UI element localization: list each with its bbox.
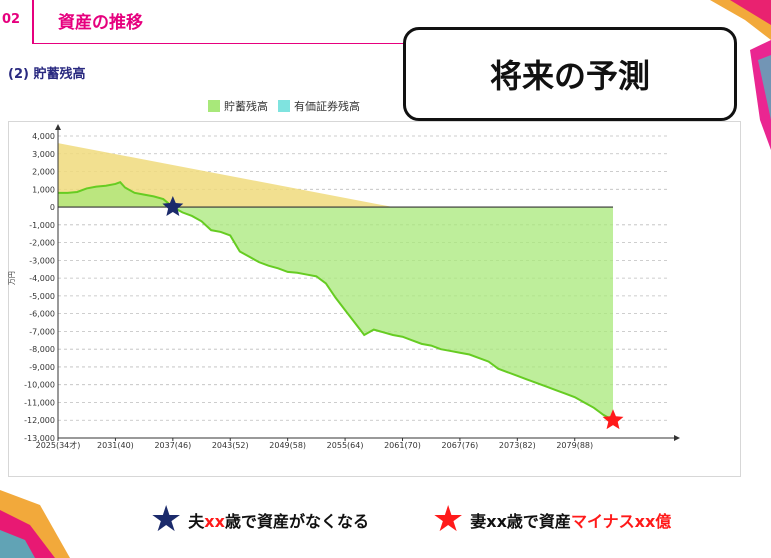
legend-item-savings: 貯蓄残高 xyxy=(208,98,268,114)
x-axis-arrow xyxy=(674,435,680,441)
decoration-top-right xyxy=(710,0,771,150)
y-tick-label: -10,000 xyxy=(24,381,55,390)
husband-age-placeholder: xx xyxy=(204,512,225,531)
securities-area xyxy=(58,143,393,208)
y-tick-label: -13,000 xyxy=(24,434,55,443)
red-star-icon: ★ xyxy=(432,499,465,540)
wife-star-marker xyxy=(602,409,624,430)
y-tick-label: -2,000 xyxy=(29,239,55,248)
y-tick-label: -11,000 xyxy=(24,398,55,407)
x-tick-label: 2043(52) xyxy=(212,441,249,450)
husband-prefix: 夫 xyxy=(188,512,205,531)
y-tick-label: -5,000 xyxy=(29,292,55,301)
wife-accent: マイナスxx億 xyxy=(570,512,672,531)
y-tick-label: -8,000 xyxy=(29,345,55,354)
y-axis-label: 万円 xyxy=(8,271,16,285)
y-tick-label: 2,000 xyxy=(32,168,55,177)
y-tick-label: -12,000 xyxy=(24,416,55,425)
x-tick-label: 2073(82) xyxy=(499,441,536,450)
x-tick-label: 2067(76) xyxy=(442,441,479,450)
legend-label-securities: 有価証券残高 xyxy=(294,100,360,113)
header-underline xyxy=(32,43,412,44)
y-tick-label: -1,000 xyxy=(29,221,55,230)
y-tick-label: 1,000 xyxy=(32,185,55,194)
legend-label-savings: 貯蓄残高 xyxy=(224,100,268,113)
legend-swatch-securities xyxy=(278,100,290,112)
y-tick-label: 0 xyxy=(50,203,55,212)
legend-item-securities: 有価証券残高 xyxy=(278,98,360,114)
section-divider xyxy=(32,0,34,44)
x-tick-label: 2037(46) xyxy=(154,441,191,450)
section-number: 02 xyxy=(2,12,21,27)
x-tick-label: 2061(70) xyxy=(384,441,421,450)
y-tick-label: -9,000 xyxy=(29,363,55,372)
y-tick-label: -3,000 xyxy=(29,256,55,265)
y-tick-label: 3,000 xyxy=(32,150,55,159)
y-axis-arrow xyxy=(55,124,61,130)
section-title: 資産の推移 xyxy=(58,13,143,33)
wife-prefix: 妻xx歳で資産 xyxy=(470,512,571,531)
legend-swatch-savings xyxy=(208,100,220,112)
chart-legend: 貯蓄残高 有価証券残高 xyxy=(208,97,360,115)
wife-note-text: 妻xx歳で資産マイナスxx億 xyxy=(470,508,671,532)
savings-area xyxy=(58,182,614,421)
husband-rest: 歳で資産がなくなる xyxy=(224,512,369,531)
savings-line xyxy=(58,181,614,422)
x-tick-label: 2055(64) xyxy=(327,441,364,450)
y-tick-label: -7,000 xyxy=(29,327,55,336)
decoration-bottom-left xyxy=(0,490,70,558)
husband-note-text: 夫xx歳で資産がなくなる xyxy=(188,508,369,532)
y-tick-label: 4,000 xyxy=(32,132,55,141)
y-tick-label: -4,000 xyxy=(29,274,55,283)
x-tick-label: 2025(34才) xyxy=(36,440,81,450)
x-tick-label: 2031(40) xyxy=(97,441,134,450)
forecast-callout: 将来の予測 xyxy=(403,27,737,121)
wife-note: ★ 妻xx歳で資産マイナスxx億 xyxy=(432,502,671,538)
chart: 4,000 3,000 2,000 1,000 0 -1,000 -2,000 -3,000 -… xyxy=(8,124,680,450)
callout-text: 将来の予測 xyxy=(489,57,650,95)
x-tick-label: 2079(88) xyxy=(556,441,593,450)
y-tick-label: -6,000 xyxy=(29,310,55,319)
navy-star-icon: ★ xyxy=(150,499,183,540)
x-tick-label: 2049(58) xyxy=(269,441,306,450)
chart-subtitle: (2) 貯蓄残高 xyxy=(8,67,86,82)
slide-header: 02 資産の推移 xyxy=(0,0,771,44)
husband-note: ★ 夫xx歳で資産がなくなる xyxy=(150,502,369,538)
husband-star-marker xyxy=(162,196,184,216)
